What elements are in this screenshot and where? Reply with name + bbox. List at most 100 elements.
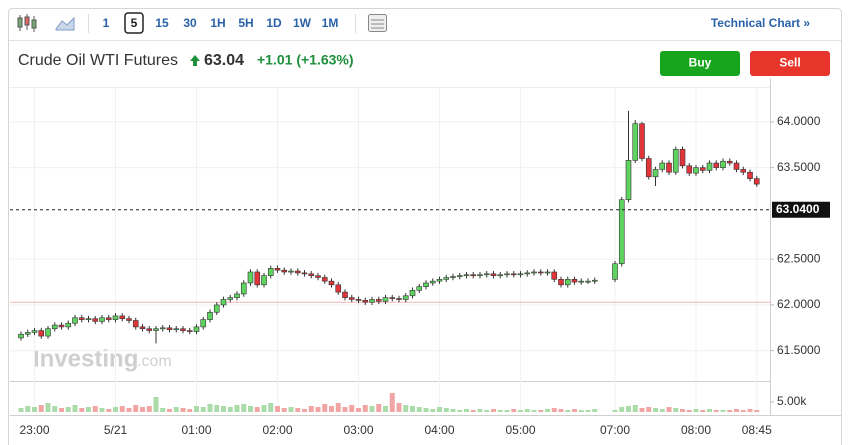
volume-bar: [389, 393, 395, 412]
x-tick-label: 03:00: [343, 423, 373, 437]
candle-body: [659, 162, 666, 170]
sell-button[interactable]: [750, 51, 830, 76]
volume-bar: [32, 407, 37, 412]
price-change: +1.01 (+1.63%): [257, 52, 354, 68]
volume-bar: [329, 406, 334, 412]
sell-label[interactable]: Sell: [779, 56, 800, 70]
x-tick-label: 5/21: [104, 423, 128, 437]
volume-bar: [450, 409, 456, 412]
candle-body: [585, 280, 591, 283]
interval-option[interactable]: 15: [155, 16, 169, 30]
volume-bar: [632, 405, 638, 412]
volume-bar: [443, 408, 449, 412]
candle-body: [375, 299, 382, 302]
volume-bar: [376, 404, 382, 412]
volume-bar: [592, 409, 598, 412]
interval-option[interactable]: 5H: [238, 16, 253, 30]
volume-bar: [653, 408, 658, 412]
candle-body: [119, 315, 126, 319]
volume-bar: [497, 410, 503, 412]
volume-bar: [322, 404, 328, 412]
volume-bar: [754, 410, 760, 412]
candle-body: [213, 304, 220, 313]
volume-bar: [437, 407, 442, 412]
interval-option[interactable]: 5: [131, 16, 138, 30]
interval-option[interactable]: 1W: [293, 16, 312, 30]
x-tick-label: 23:00: [19, 423, 49, 437]
candle-icon[interactable]: [17, 14, 37, 32]
candle-body: [173, 328, 180, 331]
volume-bar: [52, 406, 58, 412]
volume-bar: [531, 410, 537, 412]
candle-body: [146, 328, 153, 331]
x-tick-label: 08:45: [742, 423, 772, 437]
candle-body: [51, 324, 58, 330]
candle-body: [274, 268, 281, 271]
x-tick-label: 02:00: [262, 423, 292, 437]
candle-body: [699, 167, 706, 171]
volume-bar: [551, 408, 557, 412]
volume-bar: [261, 405, 267, 412]
candle-body: [726, 160, 733, 164]
volume-bar: [140, 407, 145, 412]
interval-option[interactable]: 1: [103, 16, 110, 30]
technical-chart-link[interactable]: Technical Chart »: [711, 16, 810, 30]
volume-bar: [173, 407, 179, 412]
volume-bar: [153, 397, 159, 412]
volume-bar: [281, 408, 287, 412]
candle-body: [544, 271, 551, 274]
volume-bar: [740, 410, 746, 412]
volume-bar: [707, 409, 712, 412]
candle-body: [153, 328, 159, 331]
candle-body: [72, 317, 78, 324]
candle-body: [227, 297, 234, 300]
candle-body: [740, 169, 747, 173]
candle-body: [180, 328, 186, 331]
candle-body: [58, 324, 65, 328]
candle-body: [531, 271, 537, 274]
candle-body: [112, 315, 119, 320]
interval-option[interactable]: 1H: [210, 16, 225, 30]
volume-bar: [362, 405, 368, 412]
candle-body: [504, 273, 510, 276]
volume-bar: [383, 406, 388, 412]
candle-body: [625, 160, 632, 200]
x-tick-label: 08:00: [681, 423, 711, 437]
buy-button[interactable]: [660, 51, 740, 76]
volume-bar: [254, 407, 260, 412]
widget-frame: [8, 8, 842, 445]
volume-bar: [335, 403, 341, 412]
interval-option[interactable]: 30: [183, 16, 197, 30]
volume-bar: [457, 410, 463, 412]
candle-body: [564, 279, 571, 286]
candle-body: [423, 282, 429, 287]
buy-label[interactable]: Buy: [689, 56, 712, 70]
candle-body: [288, 270, 294, 273]
volume-bar: [356, 408, 361, 412]
volume-bar: [572, 409, 577, 412]
candle-body: [18, 333, 24, 339]
plot: 1 5 15 30 1H 5H 1D 1W 1M61.500062.000062.500063.…: [10, 12, 841, 437]
candle-body: [416, 286, 423, 291]
area-icon[interactable]: [55, 16, 75, 31]
volume-bar: [734, 409, 739, 412]
volume-bar: [565, 410, 571, 412]
interval-option[interactable]: 1D: [266, 16, 282, 30]
candle-body: [753, 178, 760, 185]
candle-body: [477, 274, 483, 277]
volume-bar: [578, 410, 584, 412]
volume-bar: [187, 409, 193, 412]
volume-bar: [268, 403, 274, 412]
volume-bar: [72, 405, 78, 412]
volume-bar: [288, 407, 294, 412]
indicator-icon[interactable]: [368, 14, 387, 32]
candle-body: [720, 160, 726, 168]
candle-body: [497, 274, 504, 277]
candle-body: [706, 162, 713, 171]
volume-bar: [639, 408, 645, 412]
candle-body: [409, 289, 416, 297]
candle-body: [693, 167, 699, 174]
interval-option[interactable]: 1M: [322, 16, 339, 30]
volume-bar: [430, 409, 436, 412]
volume-bar: [504, 410, 510, 412]
